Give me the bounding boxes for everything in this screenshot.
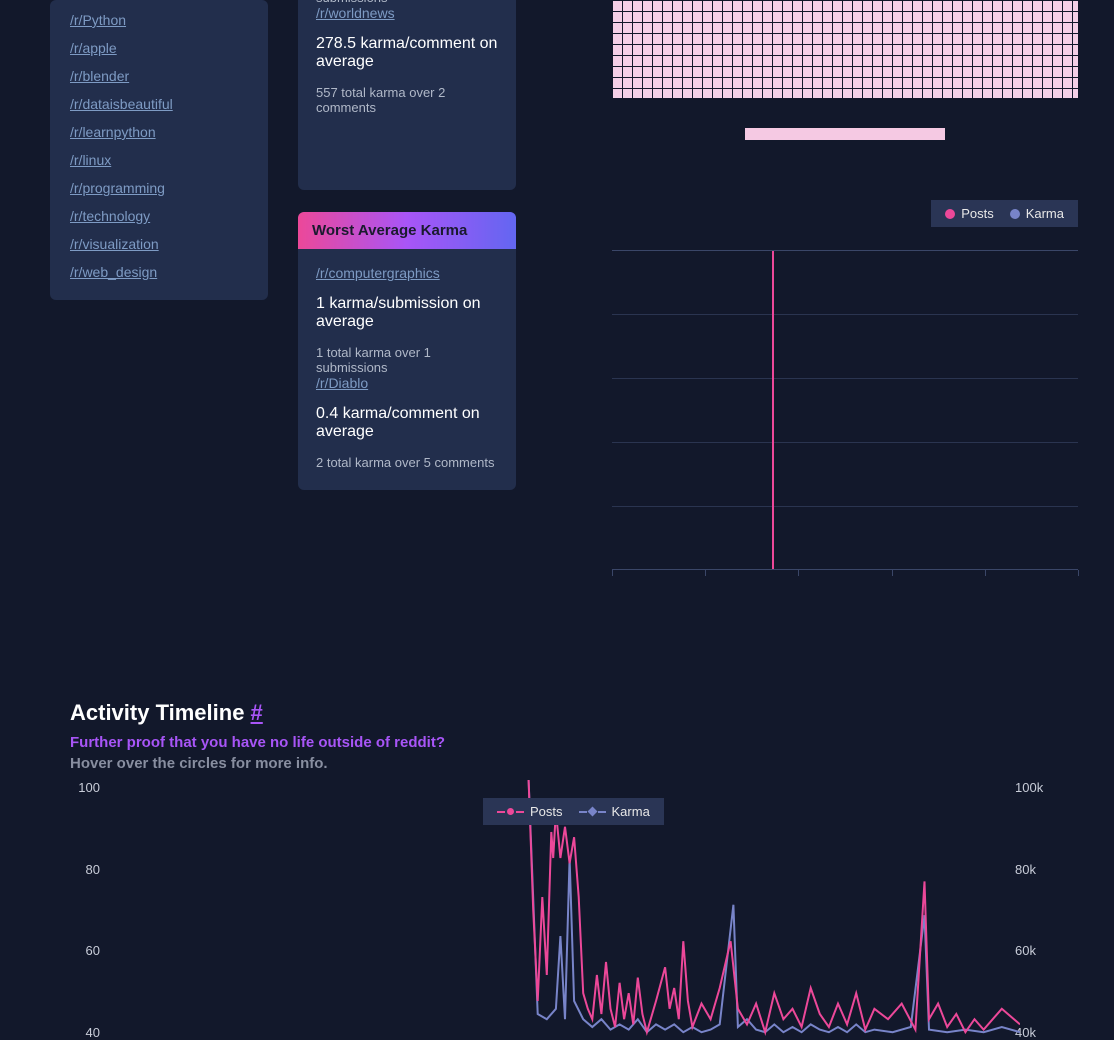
y-axis-left: 100806040 xyxy=(70,780,100,1040)
subreddit-link[interactable]: /r/dataisbeautiful xyxy=(70,96,248,112)
subreddit-link[interactable]: /r/visualization xyxy=(70,236,248,252)
legend-item-posts[interactable]: Posts xyxy=(945,206,994,221)
anchor-link[interactable]: # xyxy=(251,700,263,725)
subreddit-link[interactable]: /r/Python xyxy=(70,12,248,28)
top-karma-card: submissions /r/worldnews 278.5 karma/com… xyxy=(298,0,516,190)
subreddit-link[interactable]: /r/technology xyxy=(70,208,248,224)
chart-legend: Posts Karma xyxy=(931,200,1078,227)
legend-label: Karma xyxy=(1026,206,1064,221)
subreddit-link[interactable]: /r/worldnews xyxy=(316,5,395,21)
activity-timeline-section: Activity Timeline # Further proof that y… xyxy=(70,700,1055,1040)
heatmap-grid[interactable] xyxy=(612,0,1078,98)
legend-label: Karma xyxy=(612,804,650,819)
subreddit-link[interactable]: /r/computergraphics xyxy=(316,265,440,281)
legend-label: Posts xyxy=(961,206,994,221)
mini-chart-xticks xyxy=(612,570,1078,580)
subreddit-link[interactable]: /r/apple xyxy=(70,40,248,56)
subreddit-link[interactable]: /r/programming xyxy=(70,180,248,196)
card-header: Worst Average Karma xyxy=(298,212,516,249)
worst-karma-card: Worst Average Karma /r/computergraphics … xyxy=(298,212,516,490)
section-hint: Hover over the circles for more info. xyxy=(70,755,1055,772)
dot-icon xyxy=(945,209,955,219)
activity-heatmap xyxy=(612,0,1078,140)
timeline-chart[interactable]: 100806040 100k80k60k40k Posts Karma xyxy=(70,780,1055,1040)
mini-chart-body[interactable] xyxy=(612,250,1078,570)
subreddit-link[interactable]: /r/linux xyxy=(70,152,248,168)
stat-sub: 2 total karma over 5 comments xyxy=(316,455,498,470)
section-subtitle: Further proof that you have no life outs… xyxy=(70,734,1055,751)
chart-legend: Posts Karma xyxy=(483,798,664,825)
y-axis-right: 100k80k60k40k xyxy=(1015,780,1055,1040)
stat-sub: 557 total karma over 2 comments xyxy=(316,85,498,115)
subreddit-link[interactable]: /r/learnpython xyxy=(70,124,248,140)
subreddit-link[interactable]: /r/blender xyxy=(70,68,248,84)
legend-label: Posts xyxy=(530,804,563,819)
stat-sub: 1 total karma over 1 submissions xyxy=(316,345,498,375)
subreddit-link[interactable]: /r/Diablo xyxy=(316,375,368,391)
subreddit-link[interactable]: /r/web_design xyxy=(70,264,248,280)
subreddit-list-card: /r/Python/r/apple/r/blender/r/dataisbeau… xyxy=(50,0,268,300)
legend-item-karma[interactable]: Karma xyxy=(579,804,650,819)
dot-icon xyxy=(1010,209,1020,219)
legend-item-karma[interactable]: Karma xyxy=(1010,206,1064,221)
mini-chart: Posts Karma xyxy=(612,200,1078,580)
stat-main: 1 karma/submission on average xyxy=(316,295,498,331)
legend-item-posts[interactable]: Posts xyxy=(497,804,563,819)
stat-main: 278.5 karma/comment on average xyxy=(316,35,498,71)
stat-main: 0.4 karma/comment on average xyxy=(316,405,498,441)
heatmap-legend xyxy=(745,128,945,140)
mini-chart-bar xyxy=(772,251,774,569)
section-title: Activity Timeline xyxy=(70,700,251,725)
